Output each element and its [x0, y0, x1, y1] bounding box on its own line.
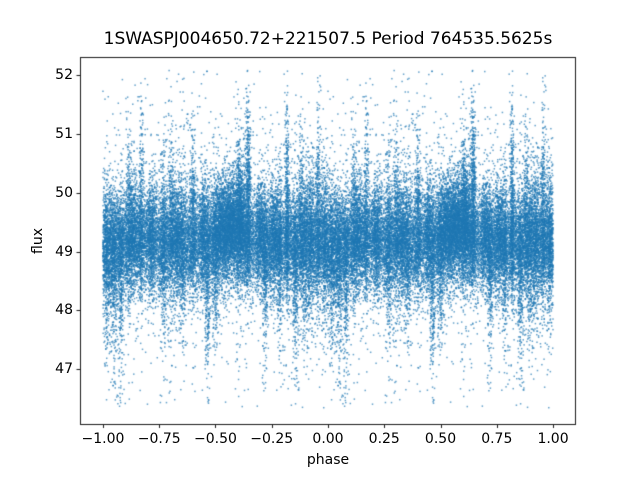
x-tick-label: 0.00 [312, 431, 344, 447]
x-tick-label: 0.75 [481, 431, 513, 447]
x-tick-label: −0.25 [250, 431, 294, 447]
x-tick-label: −0.75 [137, 431, 181, 447]
y-axis-label: flux [30, 228, 46, 254]
y-tick-label: 47 [55, 361, 73, 378]
y-tick-label: 50 [55, 184, 73, 201]
x-tick-label: −0.50 [194, 431, 237, 447]
y-tick-label: 49 [55, 243, 73, 260]
chart-title: 1SWASPJ004650.72+221507.5 Period 764535.… [103, 29, 553, 49]
x-tick-label: 1.00 [537, 431, 569, 447]
x-axis-label: phase [306, 452, 350, 468]
y-tick-label: 51 [55, 125, 73, 142]
x-tick-label: 0.50 [424, 431, 457, 447]
y-tick-label: 52 [55, 67, 73, 84]
y-tick-label: 48 [55, 302, 73, 319]
x-tick-label: 0.25 [368, 431, 400, 447]
x-tick-label: −1.00 [81, 431, 125, 447]
